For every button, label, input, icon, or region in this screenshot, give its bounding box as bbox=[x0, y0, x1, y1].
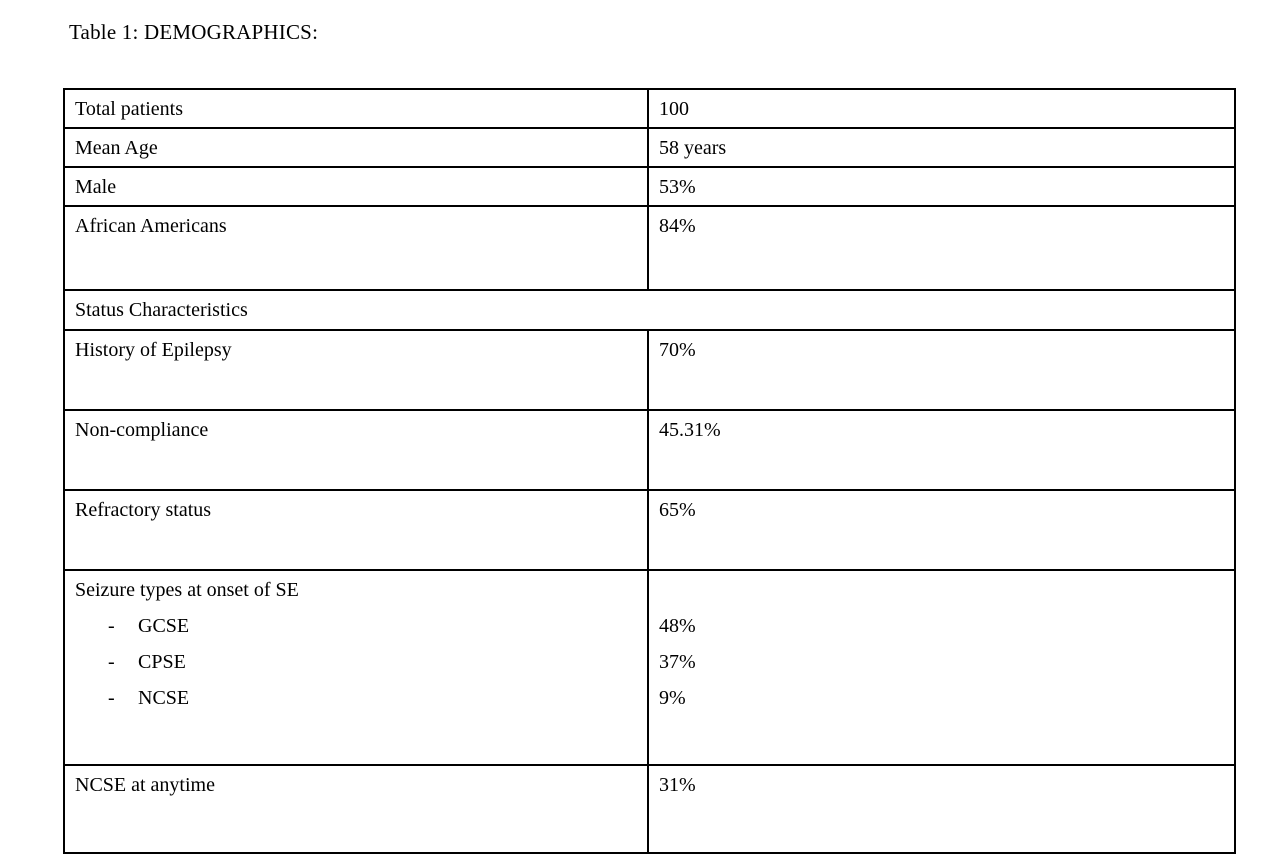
value-cell: 31% bbox=[647, 764, 1236, 854]
value-cell: 53% bbox=[647, 166, 1236, 207]
list-item: - NCSE bbox=[75, 680, 637, 716]
section-header-label: Status Characteristics bbox=[75, 299, 248, 321]
table-row: Total patients 100 bbox=[63, 88, 1236, 129]
dash-bullet: - bbox=[108, 615, 115, 637]
row-value: 84% bbox=[659, 215, 696, 237]
list-item: - GCSE bbox=[75, 608, 637, 644]
demographics-table: Total patients 100 Mean Age 58 years Mal… bbox=[63, 88, 1236, 854]
table-row: History of Epilepsy 70% bbox=[63, 329, 1236, 411]
row-label: Seizure types at onset of SE bbox=[75, 579, 299, 601]
blank-line bbox=[659, 572, 1224, 608]
label-cell: Non-compliance bbox=[63, 409, 649, 491]
label-cell: Male bbox=[63, 166, 649, 207]
value-cell: 65% bbox=[647, 489, 1236, 571]
value-cell: 58 years bbox=[647, 127, 1236, 168]
list-item-value: 9% bbox=[659, 687, 686, 709]
label-cell: Seizure types at onset of SE - GCSE - CPSE… bbox=[63, 569, 649, 766]
list-item-label: GCSE bbox=[138, 615, 190, 637]
row-label: Non-compliance bbox=[75, 419, 209, 441]
table-row: Mean Age 58 years bbox=[63, 127, 1236, 168]
row-label: NCSE at anytime bbox=[75, 774, 215, 796]
row-value: 45.31% bbox=[659, 419, 721, 441]
list-item-value: 37% bbox=[659, 651, 696, 673]
label-cell: NCSE at anytime bbox=[63, 764, 649, 854]
row-label: Refractory status bbox=[75, 499, 212, 521]
value-cell: 84% bbox=[647, 205, 1236, 291]
table-row: Non-compliance 45.31% bbox=[63, 409, 1236, 491]
row-value: 58 years bbox=[659, 137, 727, 159]
table-row: Male 53% bbox=[63, 166, 1236, 207]
row-value: 53% bbox=[659, 176, 696, 198]
list-item: - CPSE bbox=[75, 644, 637, 680]
row-value: 65% bbox=[659, 499, 696, 521]
label-cell: History of Epilepsy bbox=[63, 329, 649, 411]
row-label: Mean Age bbox=[75, 137, 158, 159]
label-cell: Total patients bbox=[63, 88, 649, 129]
table-row: NCSE at anytime 31% bbox=[63, 764, 1236, 854]
table-title: Table 1: DEMOGRAPHICS: bbox=[69, 20, 319, 44]
row-label: African Americans bbox=[75, 215, 227, 237]
label-cell: African Americans bbox=[63, 205, 649, 291]
table-row: African Americans 84% bbox=[63, 205, 1236, 291]
value-cell: 100 bbox=[647, 88, 1236, 129]
table-row-seizure-types: Seizure types at onset of SE - GCSE - CPSE… bbox=[63, 569, 1236, 766]
table-row: Refractory status 65% bbox=[63, 489, 1236, 571]
row-value: 100 bbox=[659, 98, 689, 120]
label-cell: Refractory status bbox=[63, 489, 649, 571]
row-value: 70% bbox=[659, 339, 696, 361]
value-cell: 70% bbox=[647, 329, 1236, 411]
value-cell: 48% 37% 9% bbox=[647, 569, 1236, 766]
list-item-label: CPSE bbox=[138, 651, 186, 673]
list-item-value: 48% bbox=[659, 615, 696, 637]
label-cell: Mean Age bbox=[63, 127, 649, 168]
row-value: 31% bbox=[659, 774, 696, 796]
row-label: Male bbox=[75, 176, 117, 198]
value-cell: 45.31% bbox=[647, 409, 1236, 491]
dash-bullet: - bbox=[108, 687, 115, 709]
row-label: History of Epilepsy bbox=[75, 339, 232, 361]
row-label: Total patients bbox=[75, 98, 184, 120]
table-row-section: Status Characteristics bbox=[63, 289, 1236, 331]
section-header-cell: Status Characteristics bbox=[63, 289, 1236, 331]
dash-bullet: - bbox=[108, 651, 115, 673]
list-item-label: NCSE bbox=[138, 687, 190, 709]
